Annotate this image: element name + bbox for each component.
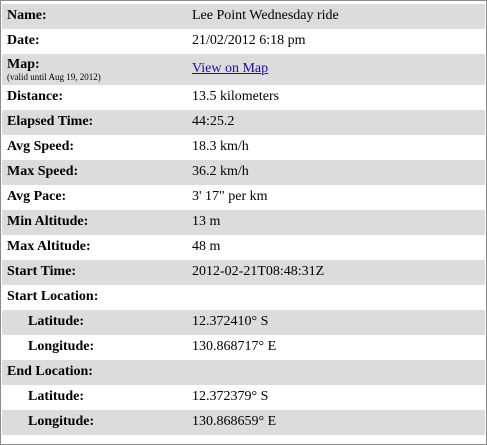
start-time-value: 2012-02-21T08:48:31Z [192,264,325,279]
start-latitude-value: 12.372410° S [192,314,269,329]
row-date: Date: 21/02/2012 6:18 pm [2,29,485,54]
map-value: View on Map [192,61,268,77]
avg-pace-value: 3' 17" per km [192,189,268,204]
max-altitude-value: 48 m [192,239,221,254]
name-label: Name: [7,8,47,23]
row-name: Name: Lee Point Wednesday ride [2,4,485,29]
view-on-map-link[interactable]: View on Map [192,61,269,76]
avg-pace-label: Avg Pace: [7,189,67,204]
max-speed-label: Max Speed: [7,164,79,179]
row-distance: Distance: 13.5 kilometers [2,85,485,110]
row-start-longitude: Longitude: 130.868717° E [2,335,485,360]
start-location-label: Start Location: [7,289,99,304]
end-location-label: End Location: [7,364,93,379]
start-longitude-label: Longitude: [28,339,95,354]
map-label: Map: [7,57,40,72]
elapsed-time-value: 44:25.2 [192,114,235,129]
start-time-label: Start Time: [7,264,77,279]
date-value: 21/02/2012 6:18 pm [192,33,306,48]
name-value: Lee Point Wednesday ride [192,8,339,23]
end-longitude-label: Longitude: [28,414,95,429]
row-max-altitude: Max Altitude: 48 m [2,235,485,260]
row-start-time: Start Time: 2012-02-21T08:48:31Z [2,260,485,285]
row-end-latitude: Latitude: 12.372379° S [2,385,485,410]
map-label-group: Map: (valid until Aug 19, 2012) [7,57,101,82]
end-latitude-label: Latitude: [28,389,84,404]
elapsed-time-label: Elapsed Time: [7,114,94,129]
row-elapsed-time: Elapsed Time: 44:25.2 [2,110,485,135]
max-altitude-label: Max Altitude: [7,239,91,254]
distance-value: 13.5 kilometers [192,89,280,104]
row-max-speed: Max Speed: 36.2 km/h [2,160,485,185]
map-validity-note: (valid until Aug 19, 2012) [7,72,101,82]
row-start-location: Start Location: [2,285,485,310]
min-altitude-value: 13 m [192,214,221,229]
avg-speed-label: Avg Speed: [7,139,75,154]
row-start-latitude: Latitude: 12.372410° S [2,310,485,335]
date-label: Date: [7,33,40,48]
row-end-location: End Location: [2,360,485,385]
max-speed-value: 36.2 km/h [192,164,249,179]
start-latitude-label: Latitude: [28,314,84,329]
row-min-altitude: Min Altitude: 13 m [2,210,485,235]
row-avg-pace: Avg Pace: 3' 17" per km [2,185,485,210]
start-longitude-value: 130.868717° E [192,339,277,354]
row-end-longitude: Longitude: 130.868659° E [2,410,485,435]
ride-details-table: Name: Lee Point Wednesday ride Date: 21/… [2,4,485,435]
avg-speed-value: 18.3 km/h [192,139,249,154]
end-latitude-value: 12.372379° S [192,389,269,404]
row-map: Map: (valid until Aug 19, 2012) View on … [2,54,485,85]
min-altitude-label: Min Altitude: [7,214,89,229]
distance-label: Distance: [7,89,63,104]
row-avg-speed: Avg Speed: 18.3 km/h [2,135,485,160]
end-longitude-value: 130.868659° E [192,414,277,429]
